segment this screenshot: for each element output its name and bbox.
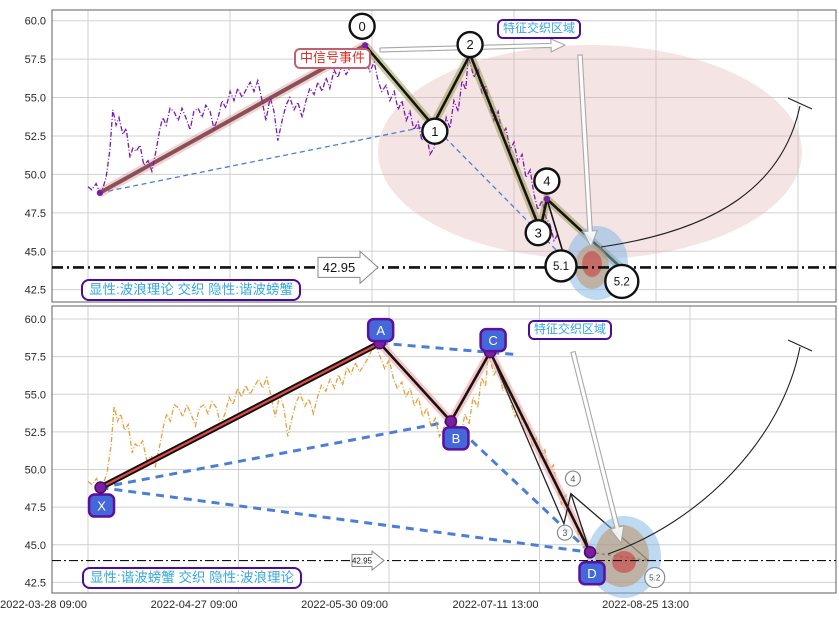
svg-text:3: 3	[535, 225, 542, 240]
wave-marker-3: 3	[524, 219, 552, 247]
x-tick-label: 2022-05-30 09:00	[301, 599, 388, 611]
x-tick-label: 2022-03-28 09:00	[0, 599, 87, 611]
elliott-wave-line	[364, 44, 622, 269]
hidden-wave-marker-5.2: 5.2	[644, 566, 666, 589]
wave-marker-5.1: 5.1	[544, 249, 578, 283]
y-tick-label: 55.0	[25, 389, 46, 401]
y-tick-label: 50.0	[25, 169, 46, 181]
svg-text:4: 4	[570, 474, 575, 484]
y-tick-label: 42.5	[25, 577, 46, 589]
y-tick-label: 50.0	[25, 465, 46, 477]
bottom-panel-legend: 显性:谐波螃蟹 交织 隐性:波浪理论	[82, 567, 303, 589]
panel-border	[51, 305, 837, 594]
wave-marker-4: 4	[533, 167, 561, 195]
highlight-ellipse	[612, 551, 636, 573]
panel1-plot: 60.0 57.5 55.0 52.5 50.0 47.5 45.0 42.5 42.95 0 1 2…	[25, 9, 837, 303]
svg-text:C: C	[488, 333, 497, 348]
y-tick-label: 57.5	[25, 54, 46, 66]
y-tick-label: 47.5	[25, 502, 46, 514]
svg-text:3: 3	[562, 528, 567, 538]
signal-event-label: 中信号事件	[294, 48, 372, 69]
svg-text:5.2: 5.2	[614, 277, 630, 289]
harmonic-vertex-dot	[444, 415, 458, 428]
harmonic-vertex-dot	[94, 481, 107, 494]
y-tick-label: 45.0	[25, 246, 46, 258]
gridlines	[52, 306, 836, 593]
harmonic-vertex-dot	[583, 546, 597, 559]
wave-vertex-dot	[543, 195, 551, 203]
harmonic-point-C: C	[479, 327, 507, 353]
x-tick-label: 2022-08-25 13:00	[602, 599, 689, 611]
svg-text:A: A	[376, 323, 385, 338]
hline-value-label: 42.95	[323, 260, 356, 275]
y-tick-label: 55.0	[25, 93, 46, 105]
svg-text:D: D	[587, 566, 596, 581]
svg-text:5.1: 5.1	[553, 261, 569, 273]
x-tick-label: 2022-07-11 13:00	[452, 599, 538, 611]
y-tick-label: 45.0	[25, 540, 46, 552]
y-tick-label: 52.5	[25, 427, 46, 439]
trend-line	[98, 43, 367, 195]
panel-border	[51, 9, 837, 303]
wave-marker-5.2: 5.2	[604, 263, 640, 300]
top-interleave-region-label: 特征交织区域	[497, 19, 582, 39]
abcd-line	[378, 342, 592, 553]
svg-text:0: 0	[359, 19, 366, 34]
wave-marker-0: 0	[348, 12, 376, 40]
svg-text:B: B	[452, 431, 461, 446]
panel2-plot: 60.0 57.5 55.0 52.5 50.0 47.5 45.0 42.5 42.95 X A B…	[0, 305, 837, 611]
harmonic-point-X: X	[87, 493, 116, 518]
hline-value-label: 42.95	[352, 556, 373, 565]
y-tick-label: 60.0	[25, 314, 46, 326]
harmonic-point-B: B	[442, 426, 470, 451]
bottom-interleave-region-label: 特征交织区域	[528, 320, 613, 340]
price-line	[87, 345, 591, 549]
wave-vertex-dot	[96, 189, 104, 197]
hidden-wave-marker-3: 3	[556, 524, 573, 541]
y-tick-label: 57.5	[25, 352, 46, 364]
harmonic-point-A: A	[366, 317, 395, 343]
projection-arc	[600, 105, 801, 248]
wave-marker-1: 1	[421, 117, 449, 145]
hidden-wave-marker-4: 4	[564, 470, 582, 487]
top-panel-legend: 显性:波浪理论 交织 隐性:谐波螃蟹	[81, 279, 302, 301]
y-tick-label: 42.5	[25, 285, 46, 297]
svg-text:5.2: 5.2	[649, 573, 661, 582]
wave-marker-2: 2	[456, 30, 484, 59]
y-tick-label: 60.0	[25, 16, 46, 28]
projection-arc	[607, 346, 801, 555]
wave-vertex-dot	[361, 42, 369, 49]
svg-text:X: X	[97, 498, 106, 513]
harmonic-point-D: D	[578, 561, 606, 586]
x-tick-label: 2022-04-27 09:00	[151, 599, 238, 611]
y-tick-label: 47.5	[25, 208, 46, 220]
svg-text:1: 1	[431, 124, 438, 139]
y-tick-label: 52.5	[25, 131, 46, 143]
svg-text:4: 4	[543, 174, 550, 189]
highlight-ellipse	[582, 251, 602, 277]
svg-text:2: 2	[466, 37, 473, 52]
